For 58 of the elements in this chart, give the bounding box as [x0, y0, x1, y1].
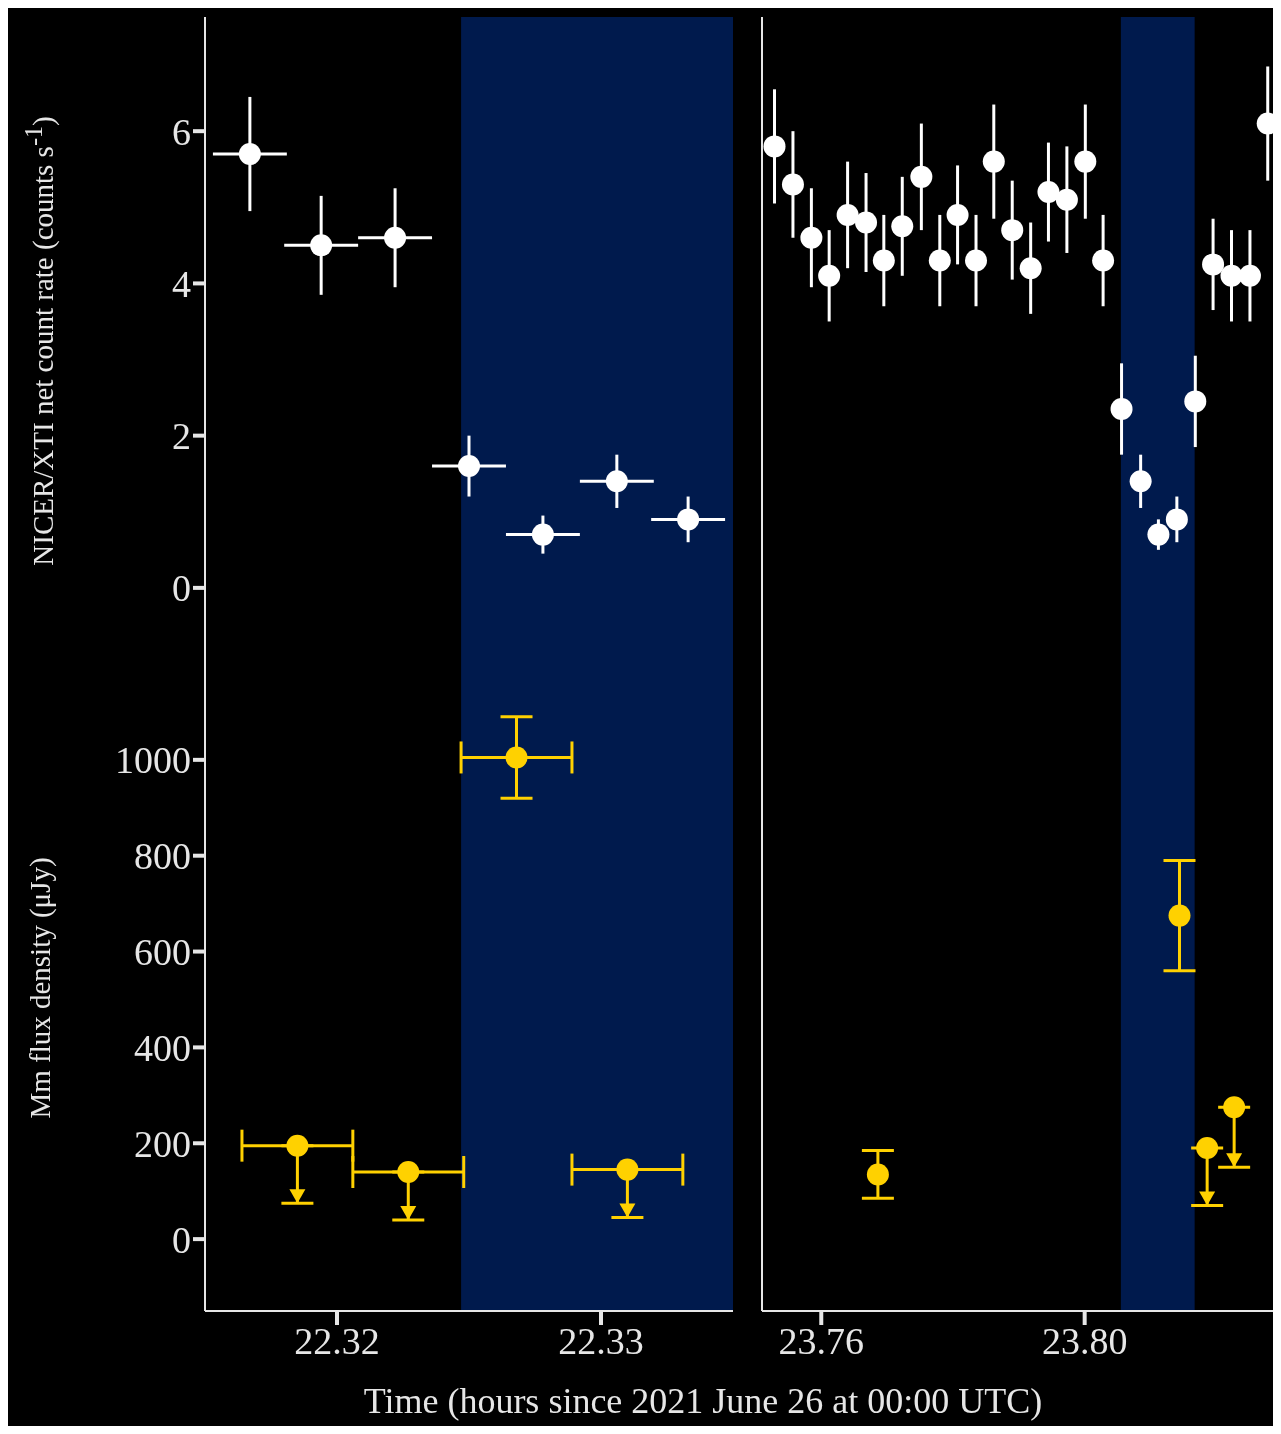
point	[836, 203, 859, 226]
point	[1202, 253, 1225, 276]
point	[397, 1161, 420, 1184]
point	[946, 203, 969, 226]
point	[781, 173, 804, 196]
point	[800, 226, 823, 249]
point	[677, 508, 700, 531]
point	[1238, 264, 1261, 287]
point	[310, 234, 333, 257]
point	[1037, 181, 1060, 204]
point	[1220, 264, 1243, 287]
point	[605, 470, 628, 493]
y-tick-label: 0	[172, 1218, 191, 1261]
y-tick-label: 800	[134, 835, 191, 878]
point	[1196, 1137, 1219, 1160]
point	[616, 1158, 639, 1181]
point	[238, 143, 261, 166]
point	[910, 165, 933, 188]
x-tick-label: 23.76	[778, 1319, 865, 1362]
y-tick-label: 1000	[115, 739, 191, 782]
point	[1110, 398, 1133, 421]
point	[1074, 150, 1097, 173]
point	[891, 215, 914, 238]
point	[1129, 470, 1152, 493]
point	[458, 455, 480, 478]
point	[1168, 904, 1191, 927]
point	[965, 249, 988, 272]
point	[384, 226, 407, 249]
y-tick-label: 0	[172, 567, 191, 610]
y-tick-label: 4	[172, 262, 191, 305]
point	[286, 1134, 309, 1157]
point	[818, 264, 841, 287]
point	[1001, 219, 1024, 242]
point	[1055, 188, 1078, 211]
point	[505, 746, 528, 769]
point	[855, 211, 878, 234]
y-tick-label: 2	[172, 415, 191, 458]
y-axis-title: Mm flux density (μJy)	[23, 856, 57, 1119]
x-tick-label: 22.32	[294, 1319, 380, 1362]
y-tick-label: 6	[172, 110, 191, 153]
point	[928, 249, 951, 272]
y-tick-label: 200	[134, 1122, 191, 1165]
point	[872, 249, 895, 272]
x-axis-title: Time (hours since 2021 June 26 at 00:00 UTC)	[362, 1380, 1044, 1422]
point	[1147, 523, 1170, 546]
point	[1092, 249, 1115, 272]
y-tick-label: 400	[134, 1026, 191, 1069]
point	[1223, 1096, 1246, 1119]
point	[1184, 390, 1207, 413]
point	[1019, 257, 1042, 280]
point	[531, 523, 554, 546]
x-tick-label: 23.80	[1041, 1319, 1128, 1362]
point	[1165, 508, 1188, 531]
point	[866, 1163, 889, 1186]
point	[763, 135, 786, 158]
y-tick-label: 600	[134, 931, 191, 974]
point	[982, 150, 1005, 173]
x-tick-label: 22.33	[558, 1319, 644, 1362]
